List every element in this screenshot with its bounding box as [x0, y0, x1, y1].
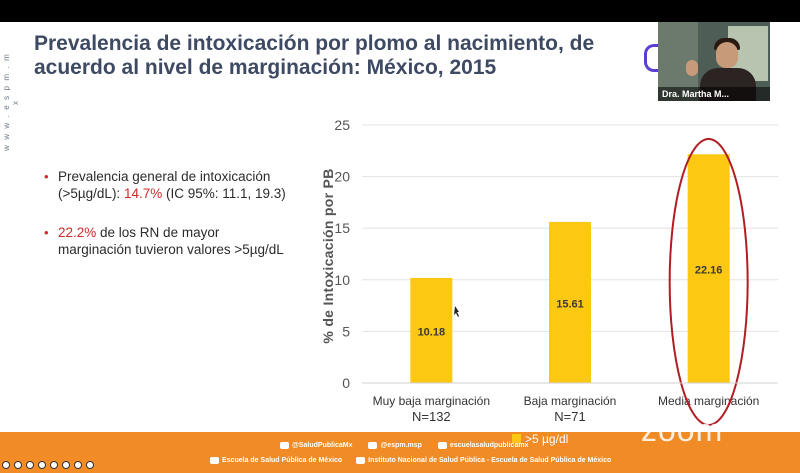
youtube-icon: [210, 457, 219, 464]
linkedin-icon: [356, 457, 366, 464]
bullet-item: Prevalencia general de intoxicación (>5µ…: [44, 168, 294, 202]
bullet-highlight: 22.2%: [58, 225, 97, 240]
institution-label: Instituto Nacional de Salud Pública - Es…: [368, 457, 612, 465]
y-tick-label: 15: [334, 220, 350, 236]
pencil-icon[interactable]: [2, 461, 10, 469]
next-icon[interactable]: [86, 461, 94, 469]
logo-icon: [644, 44, 662, 72]
zoom-watermark: zoom: [641, 412, 724, 448]
data-label: 22.16: [695, 265, 723, 277]
legend-label: >5 µg/dl: [525, 432, 569, 446]
data-label: 10.18: [418, 326, 446, 338]
annotation-toolbar: [2, 461, 94, 473]
legend-swatch: [512, 434, 521, 443]
data-label: 15.61: [556, 298, 584, 310]
person-hand: [686, 60, 698, 76]
y-tick-label: 0: [342, 375, 350, 391]
social-twitter[interactable]: @SaludPublicaMx: [280, 442, 353, 449]
social-instagram[interactable]: escuelasaludpublicamx: [437, 442, 529, 450]
category-label: Media marginación: [658, 394, 759, 408]
category-sublabel: N=71: [554, 409, 585, 424]
category-label: Muy baja marginación: [373, 394, 490, 408]
category-label: Baja marginación: [524, 394, 617, 408]
bullet-list: Prevalencia general de intoxicación (>5µ…: [44, 168, 294, 280]
bullet-highlight: 14.7%: [123, 186, 163, 201]
y-tick-label: 10: [334, 272, 350, 288]
institution-linkedin[interactable]: Instituto Nacional de Salud Pública - Es…: [356, 457, 611, 464]
y-tick-label: 20: [334, 169, 350, 185]
bullet-text: de los RN de mayor marginación tuvieron …: [58, 225, 284, 257]
top-bar: [0, 0, 800, 22]
y-tick-label: 25: [334, 117, 350, 133]
institution-links: Escuela de Salud Pública de México Insti…: [210, 457, 623, 464]
eraser-icon[interactable]: [26, 461, 34, 469]
instagram-icon: [437, 442, 447, 449]
y-tick-label: 5: [342, 323, 350, 339]
person-head: [716, 42, 738, 68]
pointer-icon[interactable]: [14, 461, 22, 469]
twitter-icon: [280, 442, 289, 449]
social-facebook[interactable]: @espm.msp: [368, 442, 422, 450]
bullet-text: (IC 95%: 11.1, 19.3): [162, 186, 286, 201]
y-axis-label: % de Intoxicación por PB: [320, 168, 336, 344]
social-twitter-label: @SaludPublicaMx: [292, 442, 353, 450]
bullet-text: Prevalencia general de intoxicación (>5µ…: [58, 169, 271, 201]
institution-label: Escuela de Salud Pública de México: [222, 457, 343, 465]
prev-icon[interactable]: [74, 461, 82, 469]
grid-icon[interactable]: [62, 461, 70, 469]
zoom-icon[interactable]: [38, 461, 46, 469]
facebook-icon: [368, 442, 378, 449]
bar: [410, 277, 453, 383]
social-links: @SaludPublicaMx @espm.msp escuelasaludpu…: [280, 442, 542, 449]
social-facebook-label: @espm.msp: [380, 442, 422, 450]
slide-title: Prevalencia de intoxicación por plomo al…: [34, 32, 595, 79]
bar: [549, 221, 591, 383]
participant-name: Dra. Martha M...: [658, 87, 770, 101]
cursor-icon: [454, 306, 459, 317]
footer-bar: @SaludPublicaMx @espm.msp escuelasaludpu…: [0, 432, 800, 473]
highlight-ellipse: [668, 138, 749, 426]
screen-icon[interactable]: [50, 461, 58, 469]
bar: [687, 154, 730, 383]
social-instagram-label: escuelasaludpublicamx: [449, 442, 529, 450]
bullet-item: 22.2% de los RN de mayor marginación tuv…: [44, 224, 294, 258]
category-sublabel: N=132: [412, 409, 451, 424]
participant-video[interactable]: Dra. Martha M...: [658, 22, 770, 101]
institution-youtube[interactable]: Escuela de Salud Pública de México: [210, 457, 342, 464]
